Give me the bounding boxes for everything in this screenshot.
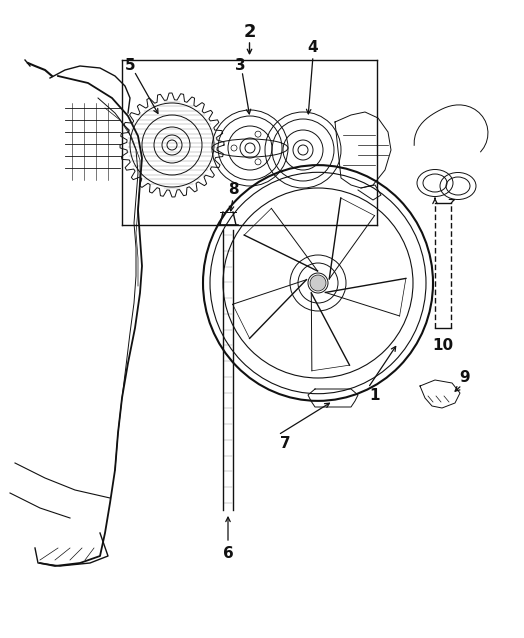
Text: 6: 6 — [223, 545, 233, 561]
Text: 3: 3 — [235, 57, 245, 73]
Text: 9: 9 — [460, 371, 471, 385]
Text: 7: 7 — [280, 436, 290, 450]
Circle shape — [310, 275, 326, 291]
Text: 8: 8 — [228, 182, 238, 198]
Text: 5: 5 — [125, 57, 135, 73]
Text: 4: 4 — [308, 40, 318, 56]
Text: 10: 10 — [432, 338, 454, 353]
Text: 1: 1 — [370, 389, 380, 403]
Text: 2: 2 — [243, 23, 256, 41]
